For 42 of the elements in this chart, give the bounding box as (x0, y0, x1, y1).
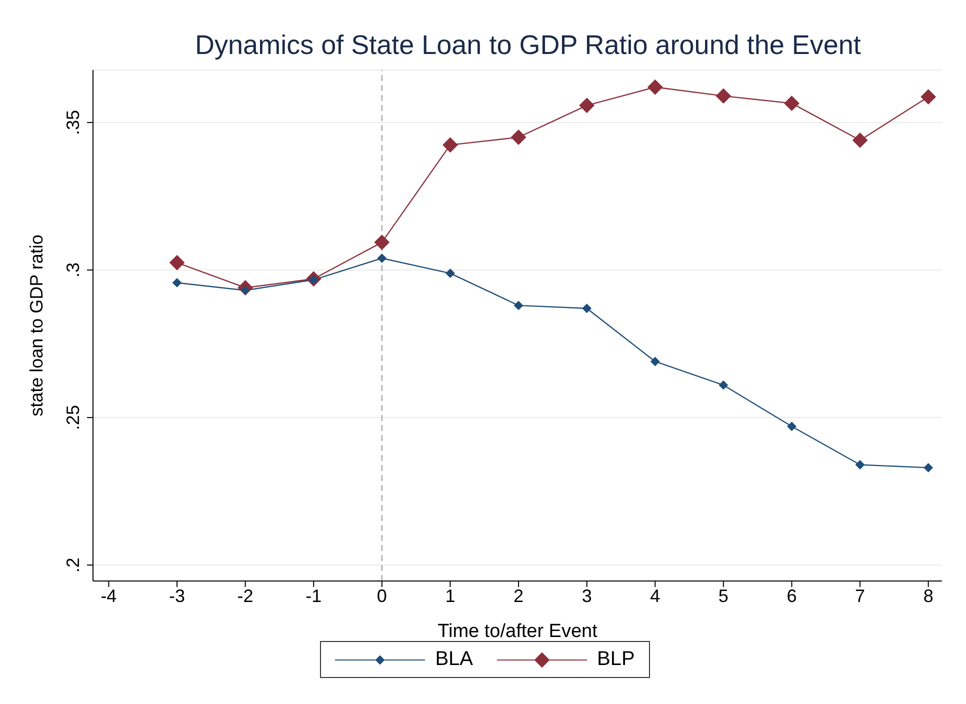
x-tick-label: 6 (786, 586, 797, 606)
y-tick-label: .3 (63, 262, 83, 278)
x-tick-label: 3 (582, 586, 592, 606)
legend-label: BLA (435, 648, 473, 671)
x-tick-label: -1 (306, 586, 322, 606)
point (924, 463, 933, 472)
point (579, 98, 594, 113)
point (920, 89, 936, 104)
point (650, 356, 660, 366)
y-tick-label: .25 (63, 405, 83, 430)
point (446, 268, 455, 278)
point (377, 254, 386, 263)
point (716, 88, 731, 104)
y-tick-label: .35 (63, 110, 83, 136)
x-tick-label: 4 (650, 586, 660, 606)
point (172, 278, 182, 288)
point (718, 380, 728, 390)
x-tick-label: 8 (923, 586, 934, 606)
x-tick-label: -2 (237, 586, 254, 606)
point (787, 422, 796, 431)
x-tick-label: 7 (855, 586, 866, 606)
point (582, 304, 592, 313)
chart-title: Dynamics of State Loan to GDP Ratio around the Event (194, 30, 862, 61)
x-tick-label: 1 (445, 586, 456, 606)
point (442, 137, 458, 152)
x-tick-label: -4 (100, 586, 117, 606)
x-tick-label: 5 (718, 586, 728, 606)
point (374, 234, 390, 250)
point (511, 130, 526, 145)
point (852, 132, 868, 148)
x-tick-label: -3 (169, 586, 186, 606)
legend-label: BLP (597, 648, 635, 671)
x-tick-label: 2 (514, 586, 524, 606)
point (648, 80, 663, 95)
y-axis-title: state loan to GDP ratio (26, 234, 46, 416)
point (784, 96, 800, 111)
point (170, 255, 185, 270)
point (856, 460, 865, 470)
x-tick-label: 0 (376, 586, 387, 606)
point (514, 300, 524, 310)
x-axis-title: Time to/after Event (438, 621, 598, 642)
y-tick-label: .2 (63, 558, 83, 573)
